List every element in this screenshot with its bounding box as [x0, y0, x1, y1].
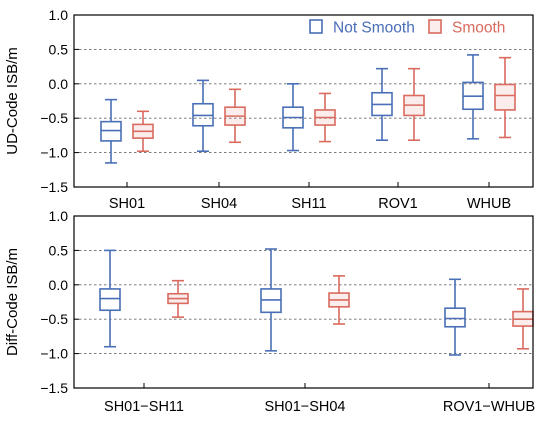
y-tick-label: 1.0 — [49, 7, 69, 23]
x-category-label: ROV1 — [378, 196, 418, 212]
box-smooth-whub — [494, 56, 516, 139]
y-tick-label: 0.5 — [49, 41, 69, 57]
box-not_smooth-sh01 — [100, 98, 122, 164]
axes-frame — [73, 215, 534, 389]
legend-item-smooth: Smooth — [428, 19, 505, 37]
axes-frame — [73, 14, 534, 188]
box-not_smooth-sh01-sh11 — [99, 249, 121, 348]
y-tick-label: 0.0 — [49, 76, 69, 92]
box-smooth-sh01-sh04 — [328, 275, 350, 325]
box-smooth-rov1 — [403, 67, 425, 142]
box-not_smooth-sh04 — [192, 79, 214, 153]
y-tick-label: −1.5 — [40, 380, 68, 396]
x-category-label: ROV1−WHUB — [443, 399, 535, 415]
y-tick-label: −0.5 — [40, 311, 68, 327]
y-tick-label: 1.0 — [49, 208, 69, 224]
legend: Not Smooth Smooth — [309, 19, 505, 37]
box-not_smooth-sh01-sh04 — [260, 248, 282, 352]
legend-swatch — [309, 19, 323, 34]
box-iqr — [99, 288, 121, 312]
x-category-label: SH04 — [201, 196, 237, 212]
x-category-label: SH01−SH11 — [104, 399, 184, 415]
box-not_smooth-rov1-whub — [444, 278, 466, 356]
y-tick-label: 0.5 — [49, 242, 69, 258]
legend-swatch — [428, 19, 442, 34]
x-category-label: WHUB — [467, 196, 511, 212]
box-smooth-sh11 — [314, 92, 336, 143]
chart-panel-diff-code: −1.5 −1.0 −0.5 0.0 0.5 1.0 SH01−SH11 SH01−SH04 R… — [4, 208, 535, 415]
box-iqr — [494, 83, 516, 111]
box-smooth-rov1-whub — [512, 288, 534, 350]
box-iqr — [444, 307, 466, 328]
y-tick-label: −1.0 — [40, 346, 68, 362]
legend-label: Smooth — [452, 20, 505, 37]
y-tick-label: −0.5 — [40, 110, 68, 126]
y-axis-label: Diff-Code ISB/m — [4, 248, 21, 356]
x-category-label: SH01 — [109, 196, 145, 212]
x-category-label: SH11 — [291, 196, 326, 212]
chart-panel-ud-code: −1.5 −1.0 −0.5 0.0 0.5 1.0 SH01 SH04 SH11 ROV1 WHU… — [4, 7, 534, 212]
y-tick-label: −1.5 — [40, 179, 68, 195]
box-smooth-sh01-sh11 — [167, 279, 189, 318]
legend-label: Not Smooth — [333, 20, 415, 37]
box-smooth-sh04 — [224, 88, 246, 144]
box-not_smooth-rov1 — [371, 67, 393, 142]
box-smooth-sh01 — [132, 110, 154, 153]
box-not_smooth-sh11 — [282, 83, 304, 152]
y-tick-label: 0.0 — [49, 277, 69, 293]
y-tick-label: −1.0 — [40, 145, 68, 161]
legend-item-not_smooth: Not Smooth — [309, 19, 415, 37]
y-axis-label: UD-Code ISB/m — [4, 47, 21, 155]
x-category-label: SH01−SH04 — [264, 399, 345, 415]
box-not_smooth-whub — [462, 54, 484, 140]
